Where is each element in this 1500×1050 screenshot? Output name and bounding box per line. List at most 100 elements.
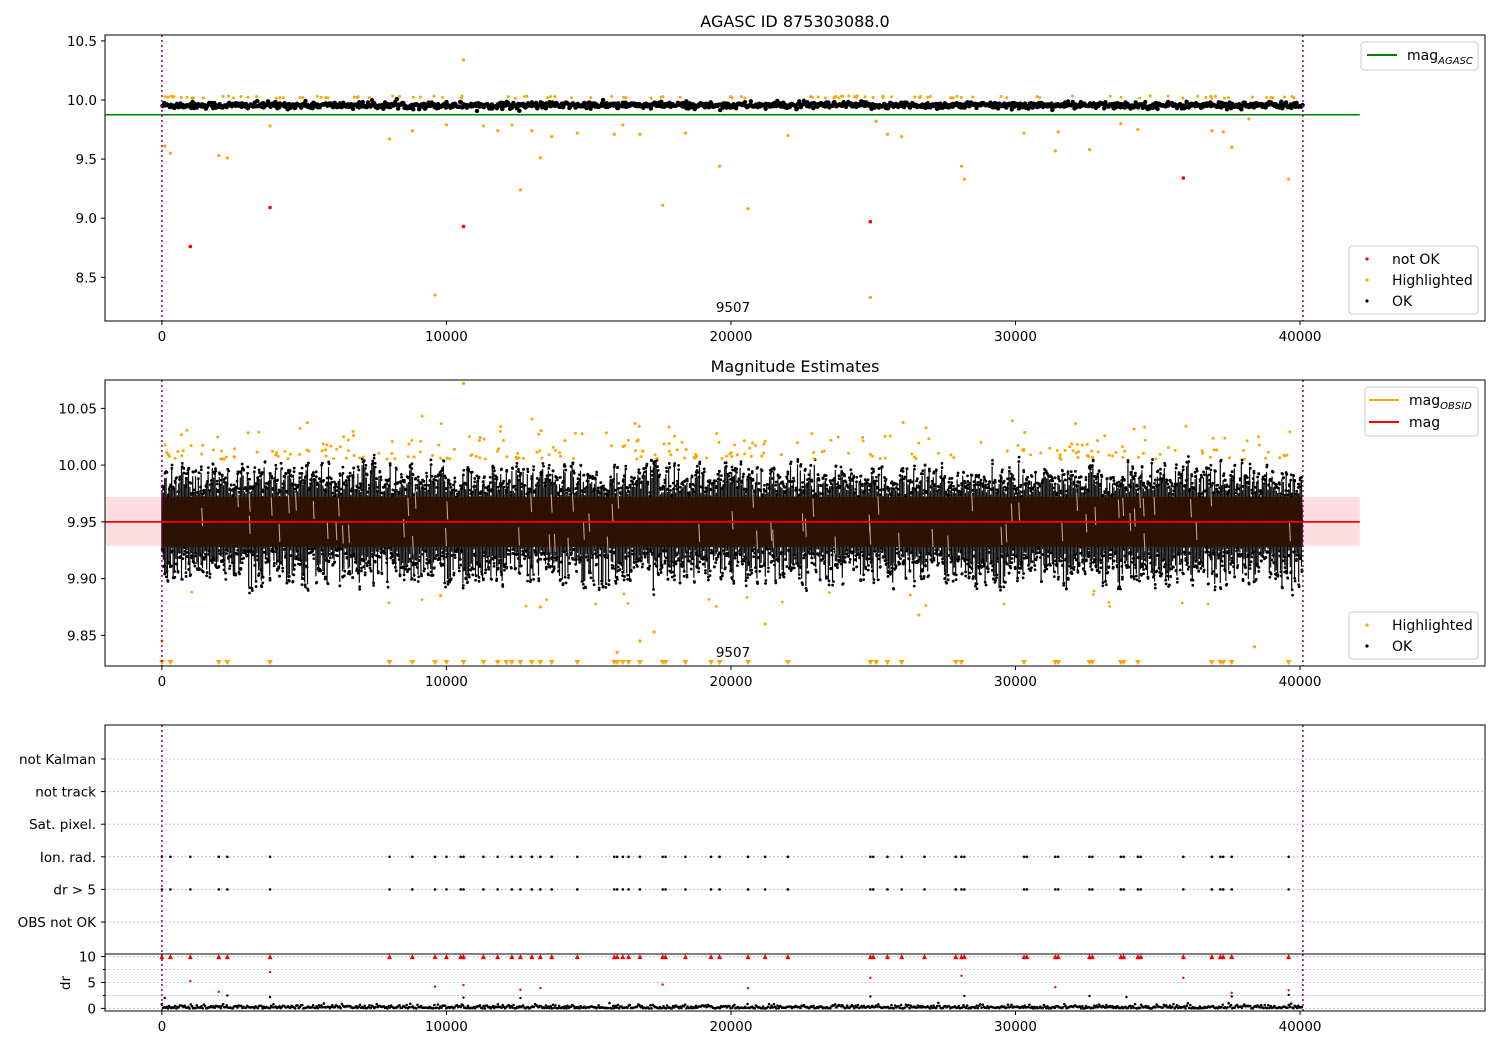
ok-point [458, 558, 462, 561]
ok-point [617, 486, 621, 490]
ok-point [770, 470, 774, 473]
ok-point [1027, 563, 1030, 567]
ok-point [999, 585, 1003, 589]
ok-point [728, 471, 732, 475]
ok-point [940, 461, 944, 465]
ok-point [923, 563, 927, 567]
ok-point [1101, 581, 1105, 585]
ok-point [866, 481, 870, 485]
ok-point [341, 465, 345, 469]
ok-point [225, 552, 228, 555]
ok-point [218, 472, 222, 476]
ok-point [250, 589, 254, 593]
ok-point [403, 480, 406, 484]
ok-point [1083, 570, 1087, 573]
panel-magnitude-plot-area [105, 380, 1360, 666]
ok-point [827, 583, 831, 587]
highlighted-point [739, 95, 743, 99]
ok-point [1106, 570, 1110, 574]
ok-point [1042, 471, 1046, 475]
highlighted-point [955, 94, 959, 98]
ok-point [254, 580, 258, 583]
highlighted-point [1035, 95, 1039, 99]
highlighted-point [1290, 95, 1294, 99]
ok-point [205, 574, 209, 578]
ok-point [363, 571, 367, 575]
ok-point [908, 480, 912, 484]
highlighted-point [1269, 95, 1273, 99]
ok-point [975, 582, 979, 586]
ok-point [1097, 571, 1101, 574]
ok-point [669, 489, 672, 492]
highlighted-point [166, 95, 170, 99]
ok-point [957, 484, 960, 488]
highlighted-point [513, 96, 517, 100]
ok-point [181, 557, 185, 561]
ok-point [901, 470, 905, 473]
ok-point [1134, 471, 1137, 475]
ok-point [166, 579, 170, 582]
ok-point [810, 479, 814, 483]
ok-point [727, 474, 731, 478]
ok-point [760, 469, 764, 473]
ok-point [748, 99, 754, 104]
ok-point [208, 572, 212, 576]
ok-point [1130, 560, 1134, 564]
ok-point [872, 470, 876, 473]
ok-point [537, 579, 541, 583]
ok-point [414, 476, 418, 480]
ok-point [379, 475, 383, 479]
ok-point [697, 570, 700, 574]
highlighted-point [433, 293, 437, 297]
ok-point [824, 478, 828, 481]
highlighted-point [743, 96, 747, 100]
ok-point [1113, 552, 1117, 556]
ok-point [478, 565, 482, 568]
ok-point [770, 559, 774, 563]
ok-point [399, 472, 403, 476]
ok-point [656, 571, 660, 575]
ok-point [716, 555, 720, 559]
ok-point [372, 583, 376, 587]
ok-point [977, 473, 981, 477]
ok-point [170, 466, 174, 470]
ok-point [357, 468, 361, 472]
ok-point [917, 558, 921, 561]
ok-point [1070, 474, 1074, 478]
ok-point [330, 480, 334, 484]
ok-point [178, 551, 181, 554]
ok-point [716, 472, 720, 476]
ok-point [426, 572, 430, 576]
highlighted-point [367, 96, 371, 100]
highlighted-point [179, 95, 183, 99]
ok-point [685, 575, 689, 579]
ok-point [355, 569, 359, 573]
ok-point [1027, 480, 1031, 484]
ok-point [735, 470, 738, 474]
ok-point [402, 573, 406, 577]
ok-point [483, 571, 487, 575]
ok-point [1026, 475, 1030, 479]
ok-point [1000, 554, 1004, 558]
ok-point [457, 566, 461, 570]
ok-point [713, 565, 716, 569]
ok-point [946, 573, 950, 577]
ok-point [1051, 476, 1054, 480]
ok-point [298, 476, 302, 480]
ok-point [1000, 470, 1004, 474]
ok-point [708, 479, 712, 482]
ok-point [188, 481, 192, 484]
ok-point [178, 478, 182, 482]
ok-point [470, 470, 474, 474]
ok-point [738, 548, 742, 552]
ok-point [535, 476, 539, 480]
ok-point [818, 578, 822, 582]
ok-point [1023, 553, 1027, 557]
ok-point [1146, 575, 1150, 579]
ok-point [752, 489, 756, 493]
ok-point [373, 560, 377, 564]
highlighted-point [1250, 95, 1254, 99]
ok-point [481, 578, 485, 582]
ok-point [417, 575, 421, 579]
ok-point [229, 483, 233, 487]
